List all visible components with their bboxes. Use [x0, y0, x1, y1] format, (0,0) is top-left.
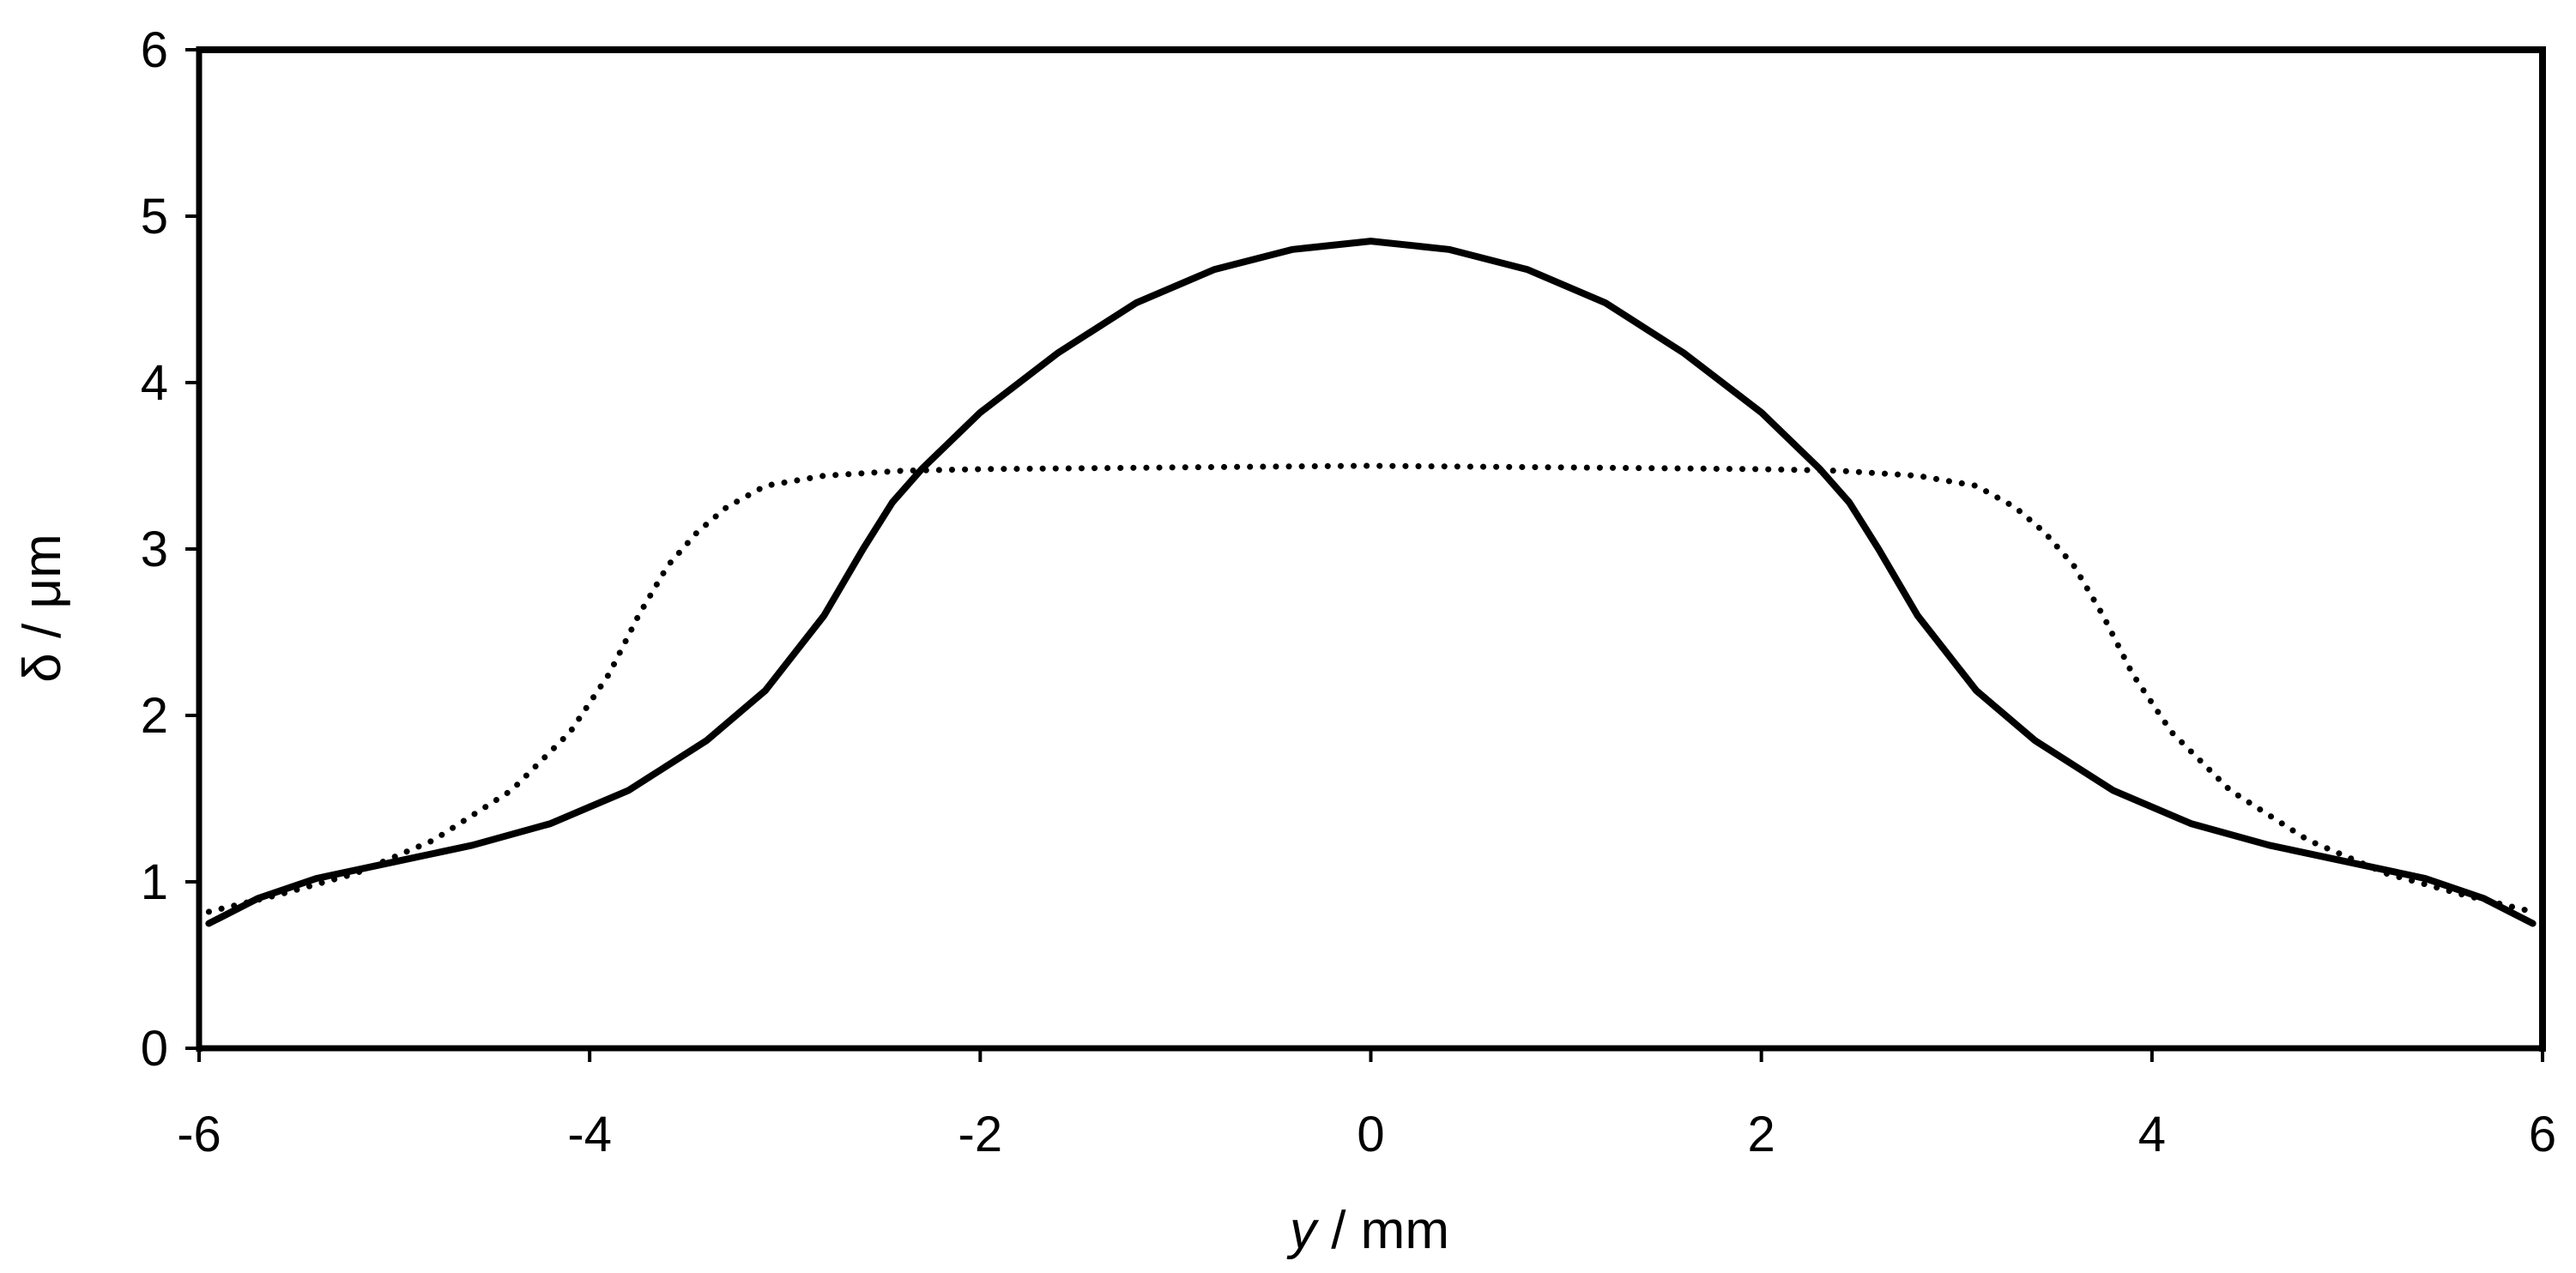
y-axis: 0 1 2 3 4 5 6: [141, 22, 199, 1077]
series-group: [205, 238, 2537, 927]
y-tick-label: 6: [141, 22, 168, 78]
x-tick-label: -4: [567, 1107, 612, 1162]
x-axis-title-symbol: y: [1286, 1201, 1320, 1260]
x-tick-label: 2: [1748, 1107, 1775, 1162]
x-tick-label: -6: [177, 1107, 221, 1162]
series-line-solid: [205, 238, 2537, 927]
y-tick-label: 5: [141, 189, 168, 244]
y-tick-label: 4: [141, 355, 168, 411]
y-axis-title: δ / μm: [13, 534, 72, 683]
x-axis: -6 -4 -2 0 2 4 6: [177, 1048, 2556, 1162]
x-axis-title: y / mm: [1286, 1201, 1449, 1260]
x-tick-label: -2: [958, 1107, 1003, 1162]
x-tick-label: 6: [2529, 1107, 2556, 1162]
plot-area: [199, 50, 2543, 1048]
plot-background: [199, 50, 2543, 1048]
series-line-dotted: [205, 462, 2537, 915]
y-tick-label: 0: [141, 1021, 168, 1077]
x-tick-label: 4: [2138, 1107, 2166, 1162]
x-axis-title-unit: / mm: [1316, 1201, 1449, 1260]
y-tick-label: 3: [141, 522, 168, 577]
x-tick-label: 0: [1357, 1107, 1384, 1162]
y-tick-label: 2: [141, 688, 168, 744]
y-tick-label: 1: [141, 854, 168, 910]
